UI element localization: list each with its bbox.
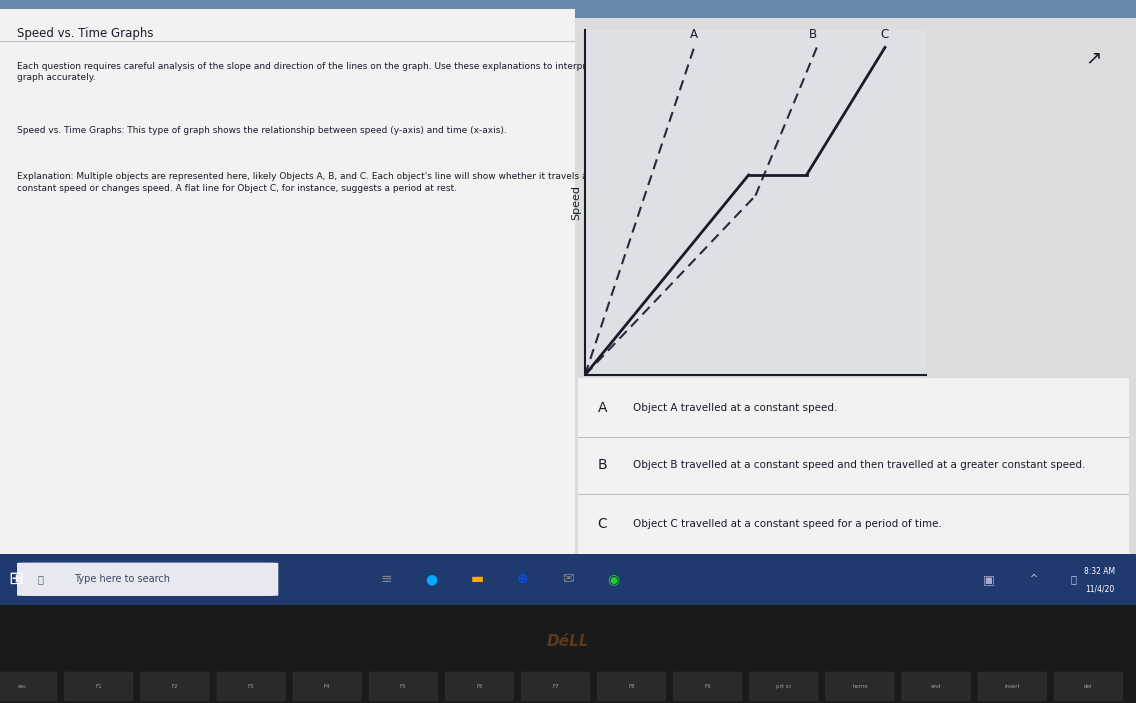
FancyBboxPatch shape xyxy=(1054,672,1122,700)
Text: F9: F9 xyxy=(704,684,711,689)
Text: F1: F1 xyxy=(95,684,102,689)
Text: 6: 6 xyxy=(909,572,914,582)
Text: 1: 1 xyxy=(694,572,700,582)
Text: ▣: ▣ xyxy=(983,573,994,586)
FancyBboxPatch shape xyxy=(141,672,209,700)
Text: 9: 9 xyxy=(1037,572,1044,582)
Y-axis label: Speed: Speed xyxy=(571,185,580,220)
FancyBboxPatch shape xyxy=(810,565,841,590)
Text: ✉: ✉ xyxy=(562,572,574,586)
Text: Explanation: Multiple objects are represented here, likely Objects A, B, and C. : Explanation: Multiple objects are repres… xyxy=(17,172,600,193)
FancyBboxPatch shape xyxy=(902,672,970,700)
FancyBboxPatch shape xyxy=(445,672,513,700)
Text: 5: 5 xyxy=(866,572,871,582)
Text: Type here to search: Type here to search xyxy=(74,574,170,584)
FancyBboxPatch shape xyxy=(369,672,437,700)
Text: 11/4/20: 11/4/20 xyxy=(1085,585,1114,594)
Text: ⊞: ⊞ xyxy=(8,570,24,588)
FancyBboxPatch shape xyxy=(978,672,1046,700)
FancyBboxPatch shape xyxy=(573,564,680,591)
Text: Object C travelled at a constant speed for a period of time.: Object C travelled at a constant speed f… xyxy=(634,519,942,529)
FancyBboxPatch shape xyxy=(17,562,278,596)
Text: A: A xyxy=(598,401,607,415)
Text: home: home xyxy=(852,684,868,689)
FancyBboxPatch shape xyxy=(521,672,590,700)
FancyBboxPatch shape xyxy=(826,672,894,700)
FancyBboxPatch shape xyxy=(674,672,742,700)
Text: B: B xyxy=(809,27,818,41)
Text: Save/Exit: Save/Exit xyxy=(605,573,648,582)
FancyBboxPatch shape xyxy=(65,672,133,700)
Text: ◉: ◉ xyxy=(608,572,619,586)
Text: F7: F7 xyxy=(552,684,559,689)
Text: 8: 8 xyxy=(994,572,1001,582)
Text: 10: 10 xyxy=(1077,572,1089,582)
Text: F4: F4 xyxy=(324,684,331,689)
FancyBboxPatch shape xyxy=(293,672,361,700)
X-axis label: Time: Time xyxy=(742,379,769,389)
FancyBboxPatch shape xyxy=(217,672,285,700)
Text: 8:32 AM: 8:32 AM xyxy=(1084,567,1116,576)
Text: ●: ● xyxy=(426,572,437,586)
Text: ↗: ↗ xyxy=(1086,49,1102,67)
Text: F2: F2 xyxy=(172,684,178,689)
Text: 🔍: 🔍 xyxy=(37,574,43,584)
Text: Speed vs. Time Graphs: Speed vs. Time Graphs xyxy=(17,27,153,39)
Text: ≡: ≡ xyxy=(381,572,392,586)
FancyBboxPatch shape xyxy=(0,672,57,700)
Text: 🔊: 🔊 xyxy=(1070,574,1077,584)
Text: Each question requires careful analysis of the slope and direction of the lines : Each question requires careful analysis … xyxy=(17,62,620,82)
Text: ◄: ◄ xyxy=(676,572,684,582)
Text: 7: 7 xyxy=(952,572,958,582)
Text: F3: F3 xyxy=(248,684,254,689)
FancyBboxPatch shape xyxy=(750,672,818,700)
Text: Object B travelled at a constant speed and then travelled at a greater constant : Object B travelled at a constant speed a… xyxy=(634,460,1086,470)
Text: A: A xyxy=(690,27,699,41)
Text: F5: F5 xyxy=(400,684,407,689)
FancyBboxPatch shape xyxy=(598,672,666,700)
Text: del: del xyxy=(1084,684,1093,689)
Text: 4: 4 xyxy=(822,572,829,582)
Text: C: C xyxy=(880,27,889,41)
Text: 3: 3 xyxy=(779,572,786,582)
Text: B: B xyxy=(598,458,607,472)
Text: ▣: ▣ xyxy=(592,574,599,581)
Text: Speed vs. Time Graphs: This type of graph shows the relationship between speed (: Speed vs. Time Graphs: This type of grap… xyxy=(17,126,507,135)
Text: ^: ^ xyxy=(1029,574,1038,584)
Text: end: end xyxy=(930,684,942,689)
Text: DéLL: DéLL xyxy=(546,635,590,650)
Text: C: C xyxy=(598,517,608,531)
Text: ▬: ▬ xyxy=(470,572,484,586)
Text: F8: F8 xyxy=(628,684,635,689)
Text: Object A travelled at a constant speed.: Object A travelled at a constant speed. xyxy=(634,404,837,413)
Text: insert: insert xyxy=(1004,684,1020,689)
Text: 2: 2 xyxy=(736,572,743,582)
Text: ⊕: ⊕ xyxy=(517,572,528,586)
Text: F6: F6 xyxy=(476,684,483,689)
Text: prt sc: prt sc xyxy=(776,684,792,689)
Text: esc: esc xyxy=(18,684,27,689)
